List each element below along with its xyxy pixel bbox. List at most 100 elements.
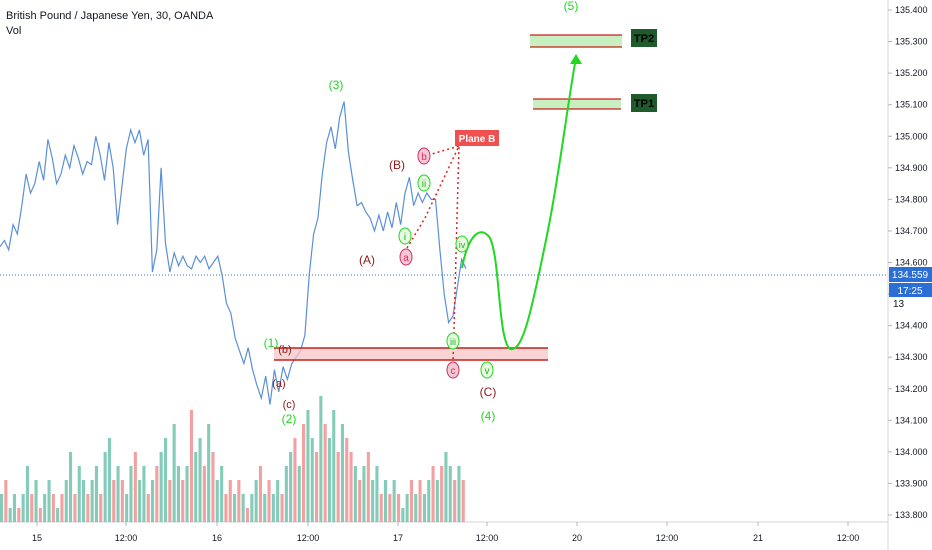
volume-bar: [176, 466, 180, 522]
support-zone[interactable]: [274, 348, 548, 360]
volume-bar: [112, 480, 116, 522]
volume-bar: [120, 480, 124, 522]
wave-c-left-label: (c): [283, 399, 296, 411]
price-tick-label: 134.900: [895, 163, 928, 173]
price-partial-tick: 13: [893, 299, 905, 310]
volume-bar: [276, 480, 280, 522]
volume-bar: [258, 466, 262, 522]
tp2-zone[interactable]: [530, 35, 622, 47]
time-tick-label: 15: [32, 533, 42, 543]
price-tick-label: 134.600: [895, 258, 928, 268]
price-tick-label: 134.000: [895, 447, 928, 457]
volume-bar: [418, 480, 422, 522]
symbol-title[interactable]: British Pound / Japanese Yen, 30, OANDA: [6, 10, 214, 22]
circ-iii-marker: iii: [446, 332, 460, 350]
volume-bar: [181, 480, 185, 522]
volume-bar: [69, 452, 73, 522]
last-price-value: 134.559: [892, 270, 929, 281]
volume-bar: [198, 438, 202, 522]
volume-bar: [99, 494, 103, 522]
svg-text:i: i: [404, 232, 406, 243]
volume-bar: [64, 480, 68, 522]
volume-bar: [289, 452, 293, 522]
volume-bar: [284, 466, 288, 522]
plane-b-box[interactable]: [455, 130, 499, 146]
price-tick-label: 134.300: [895, 352, 928, 362]
volume-bar: [172, 424, 176, 522]
volume-bar: [228, 480, 232, 522]
wave-5-label: (5): [564, 0, 579, 13]
volume-bar: [4, 480, 8, 522]
volume-bar: [397, 494, 401, 522]
volume-bar: [189, 410, 193, 522]
volume-bar: [319, 396, 323, 522]
countdown-badge: [889, 283, 932, 297]
wave-b-left-label: (b): [278, 344, 291, 356]
projection-arrow-head: [570, 54, 582, 64]
volume-bar: [323, 424, 327, 522]
volume-bar: [12, 494, 16, 522]
price-tick-label: 133.900: [895, 478, 928, 488]
volume-bar: [138, 480, 142, 522]
volume-bar: [435, 480, 439, 522]
svg-text:iii: iii: [450, 337, 456, 347]
volume-bar: [379, 494, 383, 522]
price-line-series: [0, 101, 467, 405]
volume-bar: [332, 410, 336, 522]
tp1-zone[interactable]: [533, 99, 621, 109]
volume-bar: [155, 466, 159, 522]
tp1-label: TP1: [634, 98, 654, 110]
volume-bar: [107, 438, 111, 522]
volume-bar: [280, 494, 284, 522]
price-tick-label: 134.800: [895, 194, 928, 204]
volume-bar: [159, 452, 163, 522]
volume-bar: [125, 494, 129, 522]
volume-bar: [336, 452, 340, 522]
volume-bar: [388, 494, 392, 522]
volume-bar: [47, 480, 51, 522]
volume-bar: [233, 494, 237, 522]
wave-4-label: (4): [481, 409, 496, 423]
volume-bar: [185, 466, 189, 522]
price-tick-label: 134.700: [895, 226, 928, 236]
price-tick-label: 135.300: [895, 37, 928, 47]
volume-bar: [349, 452, 353, 522]
volume-bar: [427, 480, 431, 522]
time-tick-label: 12:00: [297, 533, 320, 543]
volume-bar: [448, 466, 452, 522]
volume-bar: [43, 494, 47, 522]
volume-bar: [345, 438, 349, 522]
volume-bar: [215, 480, 219, 522]
volume-bar: [306, 410, 310, 522]
time-tick-label: 12:00: [115, 533, 138, 543]
volume-bar: [440, 466, 444, 522]
volume-indicator-label[interactable]: Vol: [6, 25, 22, 37]
time-tick-label: 12:00: [837, 533, 860, 543]
plane-b-label: Plane B: [459, 134, 496, 145]
volume-bar: [34, 480, 38, 522]
volume-bar: [384, 480, 388, 522]
price-tick-label: 135.000: [895, 131, 928, 141]
volume-bar: [38, 508, 42, 522]
wave-B-label: (B): [389, 158, 405, 172]
volume-bar: [133, 452, 137, 522]
volume-bar: [392, 480, 396, 522]
volume-bar: [310, 438, 314, 522]
volume-bar: [293, 438, 297, 522]
volume-bar: [168, 480, 172, 522]
volume-bar: [241, 494, 245, 522]
volume-bar: [444, 452, 448, 522]
volume-bar: [30, 494, 34, 522]
volume-bar: [453, 480, 457, 522]
volume-bar: [401, 508, 405, 522]
time-axis[interactable]: 15 12:00 16 12:00 17 12:00 20 12:00 21 12:00: [32, 522, 859, 543]
circ-ii-marker: ii: [417, 174, 431, 192]
volume-bar: [194, 452, 198, 522]
volume-bar: [405, 494, 409, 522]
volume-bar: [297, 466, 301, 522]
price-axis[interactable]: 135.400 135.300 135.200 135.100 135.000 134.9…: [888, 5, 928, 520]
volume-bar: [82, 480, 86, 522]
volume-bar: [327, 438, 331, 522]
